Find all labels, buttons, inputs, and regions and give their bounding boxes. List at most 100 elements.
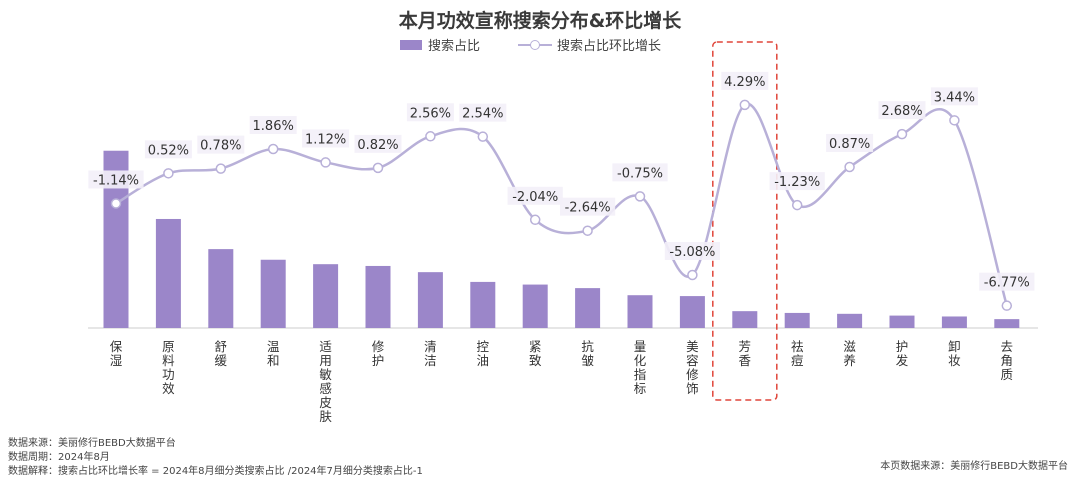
data-label-bg-3: [249, 116, 297, 135]
x-tick-labels: 保湿 原料功效 舒缓 温和 适用敏感皮肤 修护 清洁 控油 紧致 抗皱 量化指标 美容修饰 芳香 祛痘 滋养…: [110, 339, 1013, 424]
data-label-9: -2.64%: [565, 201, 611, 216]
legend-line-label: 搜索占比环比增长: [557, 39, 662, 54]
line-point-16: [949, 115, 960, 126]
bar-4: [313, 264, 339, 328]
data-label-2: 0.78%: [200, 139, 241, 154]
x-tick-16: 卸妆: [948, 339, 961, 368]
x-tick-12: 芳香: [739, 339, 752, 368]
data-label-bg-12: [721, 71, 769, 90]
legend-bar-swatch: [400, 39, 422, 50]
data-label-bg-16: [930, 87, 978, 106]
x-tick-17: 去角质: [1001, 339, 1014, 382]
legend-line-swatch: [518, 39, 552, 50]
data-label-bg-0: [88, 170, 144, 189]
line-point-8: [529, 214, 541, 226]
line-point-10: [634, 191, 646, 202]
x-tick-9: 抗皱: [581, 339, 594, 368]
legend-item-bar: 搜索占比: [400, 35, 480, 54]
data-label-10: -0.75%: [617, 166, 663, 181]
footer-explain: 数据解释：搜索占比环比增长率 = 2024年8月细分类搜索占比 /2024年7月…: [8, 466, 423, 477]
x-tick-3: 温和: [267, 339, 280, 368]
data-label-1: 0.52%: [148, 143, 189, 158]
bar-13: [784, 312, 810, 328]
line-series: -1.14% 0.52% 0.78% 1.86% 1.12% 0.82% 2.56% 2.54…: [88, 71, 1035, 311]
bar-14: [837, 313, 863, 328]
data-label-6: 2.56%: [410, 106, 451, 121]
line-point-15: [896, 128, 908, 140]
chart-title: 本月功效宣称搜索分布&环比增长: [398, 10, 682, 32]
x-tick-4: 适用敏感皮肤: [319, 339, 332, 424]
data-label-15: 2.68%: [881, 104, 922, 119]
bar-15: [889, 315, 915, 328]
data-label-bg-9: [560, 197, 616, 216]
bar-1: [155, 218, 181, 328]
line-point-4: [320, 157, 331, 168]
bar-10: [627, 295, 653, 328]
data-label-11: -5.08%: [669, 245, 715, 260]
bar-9: [575, 288, 601, 328]
data-label-0: -1.14%: [93, 173, 139, 188]
line-point-12: [739, 99, 751, 111]
bar-11: [679, 296, 705, 328]
x-tick-5: 修护: [372, 339, 385, 368]
x-tick-14: 滋养: [843, 339, 856, 368]
line-point-3: [267, 143, 279, 155]
data-label-bg-14: [826, 133, 874, 152]
data-label-3: 1.86%: [253, 119, 294, 134]
bar-5: [365, 265, 391, 328]
bar-17: [994, 319, 1020, 328]
data-label-bg-6: [406, 103, 454, 122]
x-tick-11: 美容修饰: [686, 339, 699, 396]
data-label-7: 2.54%: [462, 107, 503, 122]
data-label-8: -2.04%: [512, 190, 558, 205]
data-label-bg-17: [979, 272, 1035, 291]
data-label-17: -6.77%: [984, 276, 1030, 291]
line-point-17: [1001, 300, 1013, 311]
line-point-0: [110, 198, 122, 209]
data-label-bg-8: [507, 186, 563, 205]
data-label-bg-11: [664, 241, 720, 260]
line-point-6: [425, 131, 436, 142]
legend-item-line: 搜索占比环比增长: [518, 35, 661, 54]
bar-3: [260, 259, 286, 328]
bar-16: [941, 316, 967, 328]
footer-source-right: 本页数据来源：美丽修行BEBD大数据平台: [880, 461, 1068, 472]
line-point-11: [687, 269, 698, 281]
line-point-9: [582, 225, 593, 236]
x-tick-8: 紧致: [529, 339, 542, 368]
x-tick-6: 清洁: [424, 339, 437, 368]
x-tick-1: 原料功效: [162, 339, 175, 396]
bar-8: [522, 284, 548, 328]
data-label-14: 0.87%: [829, 137, 870, 152]
bar-2: [208, 249, 234, 328]
data-label-13: -1.23%: [774, 175, 820, 190]
data-label-bg-1: [144, 140, 192, 159]
bar-6: [417, 272, 443, 328]
line-point-2: [215, 163, 227, 174]
data-label-bg-7: [459, 103, 507, 122]
footer-source: 数据来源：美丽修行BEBD大数据平台: [8, 438, 176, 449]
line-point-5: [372, 162, 384, 174]
data-label-5: 0.82%: [357, 138, 398, 153]
data-label-12: 4.29%: [724, 75, 765, 90]
x-tick-13: 祛痘: [791, 339, 804, 368]
data-label-bg-2: [197, 135, 245, 154]
growth-line: [115, 102, 1009, 307]
data-label-bg-13: [769, 172, 825, 191]
data-label-bg-4: [302, 129, 350, 148]
data-label-bg-5: [354, 134, 402, 153]
highlight-box: [712, 41, 778, 401]
footer-cycle: 数据周期：2024年8月: [8, 452, 110, 463]
x-tick-15: 护发: [896, 339, 909, 368]
x-tick-0: 保湿: [110, 339, 123, 368]
line-point-1: [163, 168, 174, 179]
x-tick-7: 控油: [477, 339, 490, 368]
line-point-14: [844, 161, 855, 173]
data-label-16: 3.44%: [934, 90, 975, 105]
data-label-bg-15: [878, 101, 926, 120]
data-label-4: 1.12%: [305, 132, 346, 147]
legend-bar-label: 搜索占比: [428, 39, 481, 54]
x-tick-10: 量化指标: [634, 339, 647, 396]
highlight-box-group: [712, 41, 778, 401]
